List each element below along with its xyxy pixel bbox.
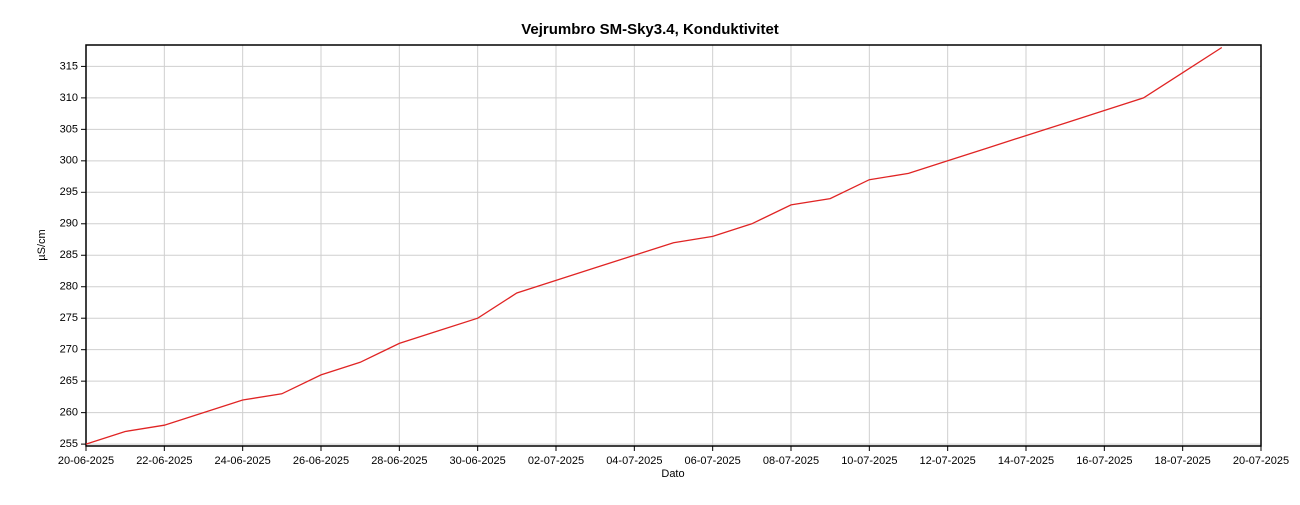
plot-frame bbox=[85, 44, 1262, 447]
x-tick-label: 12-07-2025 bbox=[920, 455, 976, 467]
y-tick-label: 280 bbox=[60, 281, 78, 293]
y-tick-label: 265 bbox=[60, 375, 78, 387]
x-tick-label: 20-06-2025 bbox=[58, 455, 114, 467]
x-tick-label: 10-07-2025 bbox=[841, 455, 897, 467]
x-tick-label: 20-07-2025 bbox=[1233, 455, 1289, 467]
y-tick-label: 275 bbox=[60, 312, 78, 324]
chart-title: Vejrumbro SM-Sky3.4, Konduktivitet bbox=[521, 21, 779, 38]
x-tick-label: 22-06-2025 bbox=[136, 455, 192, 467]
y-tick-label: 310 bbox=[60, 92, 78, 104]
x-tick-label: 26-06-2025 bbox=[293, 455, 349, 467]
x-tick-label: 18-07-2025 bbox=[1155, 455, 1211, 467]
y-tick-label: 285 bbox=[60, 249, 78, 261]
y-tick-label: 300 bbox=[60, 155, 78, 167]
y-tick-label: 255 bbox=[60, 438, 78, 450]
x-tick-label: 16-07-2025 bbox=[1076, 455, 1132, 467]
y-tick-label: 305 bbox=[60, 123, 78, 135]
y-axis-label: µS/cm bbox=[36, 229, 48, 260]
x-tick-label: 02-07-2025 bbox=[528, 455, 584, 467]
x-axis-label: Dato bbox=[661, 468, 684, 480]
y-tick-label: 260 bbox=[60, 407, 78, 419]
x-tick-label: 28-06-2025 bbox=[371, 455, 427, 467]
y-tick-label: 315 bbox=[60, 60, 78, 72]
y-tick-label: 295 bbox=[60, 186, 78, 198]
data-line bbox=[85, 46, 1223, 445]
y-tick-label: 290 bbox=[60, 218, 78, 230]
y-tick-label: 270 bbox=[60, 344, 78, 356]
x-tick-label: 14-07-2025 bbox=[998, 455, 1054, 467]
x-tick-label: 06-07-2025 bbox=[685, 455, 741, 467]
x-tick-label: 30-06-2025 bbox=[450, 455, 506, 467]
x-tick-label: 24-06-2025 bbox=[215, 455, 271, 467]
x-tick-label: 04-07-2025 bbox=[606, 455, 662, 467]
x-tick-label: 08-07-2025 bbox=[763, 455, 819, 467]
